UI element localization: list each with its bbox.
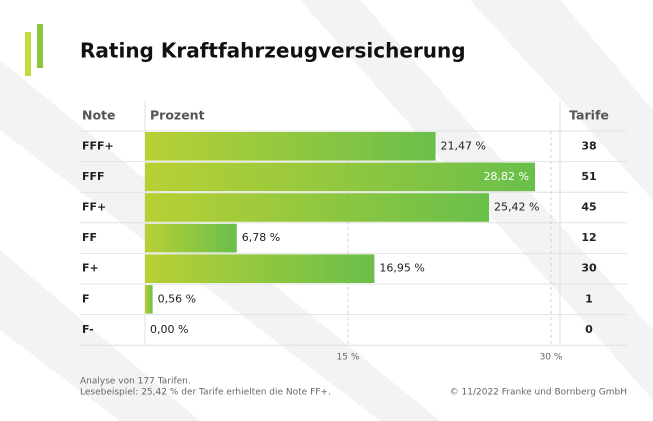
logo-bar bbox=[37, 24, 43, 68]
column-header: Tarife bbox=[569, 108, 609, 123]
value-label: 16,95 % bbox=[379, 262, 424, 275]
bar bbox=[145, 285, 153, 314]
x-tick-label: 15 % bbox=[337, 353, 360, 363]
tarife-count: 45 bbox=[581, 201, 596, 214]
bar bbox=[145, 223, 237, 253]
logo-bar bbox=[25, 32, 31, 76]
category-label: FF bbox=[82, 231, 97, 244]
category-label: F+ bbox=[82, 262, 99, 275]
bar bbox=[145, 132, 436, 161]
tarife-count: 0 bbox=[585, 323, 593, 336]
tarife-count: 51 bbox=[581, 170, 596, 183]
category-label: F- bbox=[82, 323, 94, 336]
note: Analyse von 177 Tarifen. bbox=[80, 377, 191, 387]
value-label: 0,56 % bbox=[158, 292, 196, 305]
x-tick-label: 30 % bbox=[540, 353, 563, 363]
chart-title: Rating Kraftfahrzeugversicherung bbox=[80, 39, 466, 63]
value-label: 0,00 % bbox=[150, 323, 188, 336]
value-label: 25,42 % bbox=[494, 201, 539, 214]
tarife-count: 30 bbox=[581, 262, 597, 275]
note: Lesebeispiel: 25,42 % der Tarife erhielt… bbox=[80, 388, 331, 398]
tarife-count: 38 bbox=[581, 139, 596, 152]
value-label: 6,78 % bbox=[242, 231, 280, 244]
category-label: FF+ bbox=[82, 201, 106, 214]
category-label: FFF+ bbox=[82, 139, 114, 152]
value-label: 28,82 % bbox=[484, 170, 529, 183]
value-label: 21,47 % bbox=[441, 139, 486, 152]
bar bbox=[145, 162, 536, 192]
column-header: Prozent bbox=[150, 108, 205, 123]
bar bbox=[145, 254, 375, 283]
column-header: Note bbox=[82, 108, 116, 123]
tarife-count: 12 bbox=[581, 231, 596, 244]
source: © 11/2022 Franke und Bornberg GmbH bbox=[450, 388, 627, 398]
category-label: F bbox=[82, 292, 90, 305]
bar bbox=[145, 193, 490, 222]
tarife-count: 1 bbox=[585, 292, 593, 305]
category-label: FFF bbox=[82, 170, 105, 183]
